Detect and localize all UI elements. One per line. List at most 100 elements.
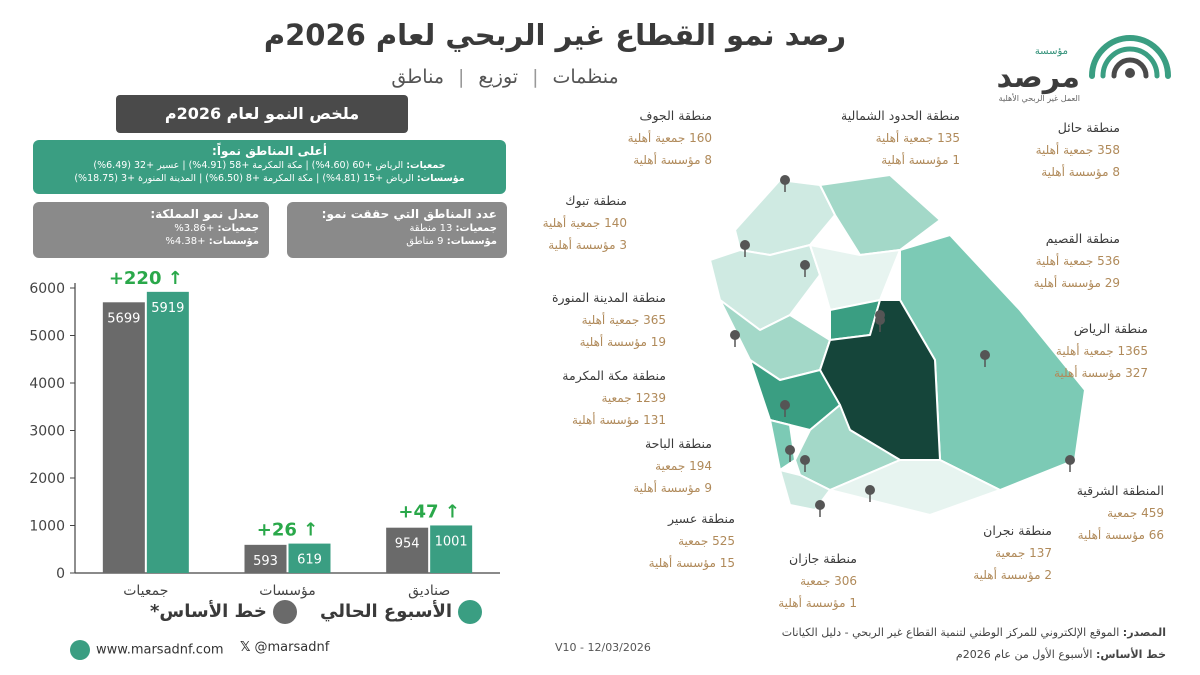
region-label: منطقة الجوف 160 جمعية أهلية 8 مؤسسة أهلية (542, 105, 712, 171)
footer-source: المصدر: الموقع الإلكتروني للمركز الوطني … (700, 626, 1166, 639)
bar-chart: 0 1000 2000 3000 4000 5000 6000 5699 5919 +220 ↑ ج… (29, 268, 500, 599)
region-label: منطقة الرياض 1365 جمعية أهلية 327 مؤسسة أه… (978, 318, 1148, 384)
region-name: منطقة الجوف (639, 108, 713, 123)
map-pin-icon (800, 260, 810, 277)
region-name: المنطقة الشرقية (1076, 483, 1164, 498)
map-pin-icon (740, 240, 750, 257)
regions-assoc-label: جمعيات: (455, 223, 497, 234)
logo-pre: مؤسسة (1034, 46, 1068, 57)
region-name: منطقة نجران (983, 523, 1052, 538)
region-found-count: 131 مؤسسة أهلية (571, 413, 666, 427)
x-icon: 𝕏 (240, 640, 251, 655)
map-pin-icon (1065, 455, 1075, 472)
region-assoc-count: 459 جمعية (1107, 506, 1164, 520)
map-pin-icon (780, 400, 790, 417)
y-tick-label: 2000 (29, 471, 65, 487)
top-regions-box: أعلى المناطق نمواً: جمعيات: الرياض +60 (… (33, 140, 506, 194)
page-subtitle: منظمات|توزيع|مناطق (391, 66, 619, 88)
region-found-count: 29 مؤسسة أهلية (1033, 276, 1120, 290)
legend-base-label: خط الأساس* (150, 601, 267, 622)
growth-label: +26 ↑ (257, 520, 318, 541)
footer-source-text: الموقع الإلكتروني للمركز الوطني لتنمية ا… (781, 626, 1120, 639)
bar-value-label: 593 (253, 554, 278, 569)
saudi-regions-map (709, 174, 1086, 517)
region-assoc-count: 358 جمعية أهلية (1035, 143, 1120, 157)
region-name: منطقة جازان (789, 551, 857, 566)
top-assoc-text: الرياض +60 (4.60%) | مكة المكرمة +58 (4.… (93, 160, 404, 171)
y-tick-label: 6000 (29, 281, 65, 297)
x-tick-label: مؤسسات (259, 583, 315, 599)
map-pin-icon (875, 310, 885, 327)
region-label: منطقة تبوك 140 جمعية أهلية 3 مؤسسة أهلية (457, 190, 627, 256)
legend-base: خط الأساس* (150, 600, 297, 624)
x-tick-label: صناديق (408, 583, 450, 599)
region-assoc-count: 536 جمعية أهلية (1035, 254, 1120, 268)
map-pin-icon (815, 500, 825, 517)
region-name: منطقة القصيم (1045, 231, 1120, 246)
region-found-count: 8 مؤسسة أهلية (1041, 165, 1120, 179)
y-tick-label: 0 (56, 566, 65, 582)
footer-website[interactable]: www.marsadnf.com (70, 640, 224, 660)
footer-website-text: www.marsadnf.com (96, 642, 224, 658)
map-region-shape (779, 469, 831, 511)
footer-x-link[interactable]: 𝕏 @marsadnf (240, 640, 329, 655)
region-label: منطقة عسير 525 جمعية 15 مؤسسة أهلية (565, 508, 735, 574)
region-label: منطقة حائل 358 جمعية أهلية 8 مؤسسة أهلية (950, 117, 1120, 183)
map-region-shape (769, 419, 796, 471)
region-found-count: 3 مؤسسة أهلية (548, 238, 627, 252)
region-name: منطقة المدينة المنورة (551, 290, 666, 305)
region-assoc-count: 137 جمعية (995, 546, 1052, 560)
region-name: منطقة الحدود الشمالية (841, 108, 960, 123)
footer-source-label: المصدر: (1122, 626, 1166, 639)
region-found-count: 15 مؤسسة أهلية (648, 556, 735, 570)
footer-base-label: خط الأساس: (1095, 648, 1166, 661)
bar (430, 525, 473, 573)
avg-found-label: مؤسسات: (208, 236, 259, 247)
subtitle-item: منظمات (552, 66, 619, 88)
regions-found-value: 9 مناطق (406, 236, 444, 247)
map-pin-icon (865, 485, 875, 502)
region-assoc-count: 306 جمعية (800, 574, 857, 588)
page-title: رصد نمو القطاع غير الربحي لعام 2026م (263, 18, 847, 52)
region-found-count: 327 مؤسسة أهلية (1053, 366, 1148, 380)
region-label: منطقة الباحة 194 جمعية 9 مؤسسة أهلية (542, 433, 712, 499)
map-pin-icon (785, 445, 795, 462)
top-regions-heading: أعلى المناطق نمواً: (212, 144, 327, 158)
bar-value-label: 5919 (151, 301, 184, 316)
region-label: المنطقة الشرقية 459 جمعية 66 مؤسسة أهلية (994, 480, 1164, 546)
y-tick-label: 5000 (29, 329, 65, 345)
regions-assoc-value: 13 منطقة (409, 223, 453, 234)
bar-value-label: 954 (395, 537, 420, 552)
region-assoc-count: 365 جمعية أهلية (581, 313, 666, 327)
legend-base-swatch (272, 600, 297, 624)
y-tick-label: 1000 (29, 519, 65, 535)
bar-value-label: 5699 (107, 311, 140, 326)
region-label: منطقة نجران 137 جمعية 2 مؤسسة أهلية (882, 520, 1052, 586)
region-assoc-count: 525 جمعية (678, 534, 735, 548)
growth-regions-heading: عدد المناطق التي حققت نمو: (321, 207, 497, 221)
bar (288, 543, 331, 573)
region-name: منطقة تبوك (565, 193, 627, 208)
footer-base-text: الأسبوع الأول من عام 2026م (955, 648, 1093, 661)
legend-current: الأسبوع الحالي (320, 600, 483, 624)
region-name: منطقة عسير (668, 511, 735, 526)
map-pin-icon (780, 175, 790, 192)
region-found-count: 19 مؤسسة أهلية (579, 335, 666, 349)
legend-current-swatch (458, 600, 483, 624)
footer-baseline: خط الأساس: الأسبوع الأول من عام 2026م (700, 648, 1166, 661)
map-pin-icon (800, 455, 810, 472)
bar-value-label: 1001 (435, 534, 468, 549)
avg-growth-heading: معدل نمو المملكة: (150, 207, 259, 221)
logo-mark-icon (1089, 35, 1171, 79)
map-region-shape (709, 244, 821, 331)
logo-tagline: العمل غير الربحي الأهلية (998, 94, 1080, 103)
region-label: منطقة الحدود الشمالية 135 جمعية أهلية 1 مؤ… (790, 105, 960, 171)
region-found-count: 1 مؤسسة أهلية (778, 596, 857, 610)
avg-assoc-value: +3.86% (174, 223, 215, 234)
subtitle-item: توزيع (478, 66, 519, 88)
map-pin-icon (980, 350, 990, 367)
region-found-count: 66 مؤسسة أهلية (1077, 528, 1164, 542)
bar (386, 527, 429, 573)
growth-label: +220 ↑ (109, 268, 183, 289)
bar (102, 302, 145, 573)
